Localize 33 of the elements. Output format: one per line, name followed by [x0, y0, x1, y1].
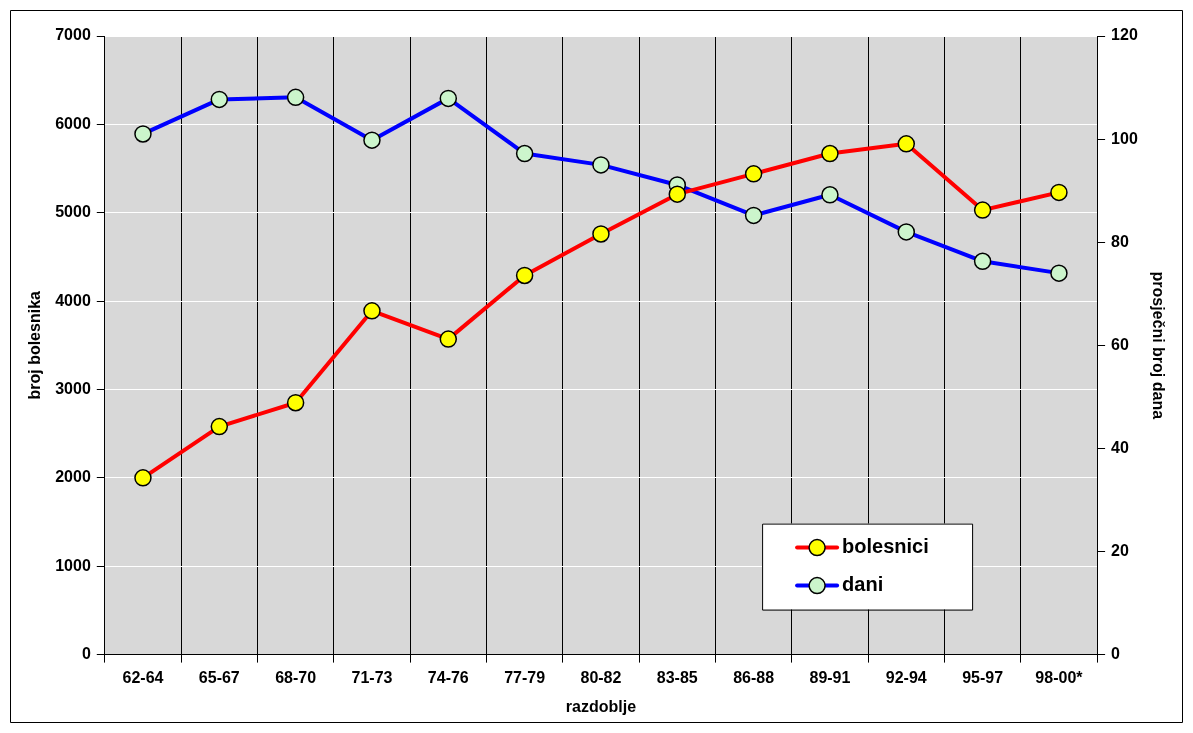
x-tick-label: 71-73	[351, 668, 393, 686]
y-tick-label: 2000	[55, 468, 91, 486]
x-tick-label: 68-70	[275, 668, 317, 686]
y-tick-label: 5000	[55, 203, 91, 221]
x-tick-label: 95-97	[962, 668, 1004, 686]
x-tick-label: 62-64	[122, 668, 164, 686]
x-tick-label: 89-91	[809, 668, 851, 686]
y-tick-label: 7000	[55, 26, 91, 44]
x-tick-label: 77-79	[504, 668, 546, 686]
x-tick-label: 74-76	[427, 668, 469, 686]
y2-tick-label: 80	[1111, 232, 1129, 250]
y-axis-title: broj bolesnika	[26, 290, 44, 400]
legend-label: bolesnici	[842, 535, 929, 558]
x-tick-label: 92-94	[885, 668, 927, 686]
y-tick-label: 4000	[55, 291, 91, 309]
x-axis-title: razdoblje	[565, 697, 637, 715]
y2-tick-label: 100	[1111, 129, 1138, 147]
y2-tick-label: 60	[1111, 335, 1129, 353]
y2-tick-label: 40	[1111, 438, 1129, 456]
x-tick-label: 83-85	[656, 668, 698, 686]
y-tick-label: 3000	[55, 379, 91, 397]
y-tick-label: 6000	[55, 114, 91, 132]
x-tick-label: 98-00*	[1035, 668, 1084, 686]
y2-axis-title: prosječni broj dana	[1149, 271, 1167, 420]
y2-tick-label: 20	[1111, 541, 1129, 559]
y2-tick-label: 120	[1111, 26, 1138, 44]
x-tick-label: 65-67	[198, 668, 240, 686]
legend-label: dani	[842, 573, 884, 596]
x-tick-label: 80-82	[580, 668, 622, 686]
y-tick-label: 0	[81, 645, 91, 663]
y-tick-label: 1000	[55, 556, 91, 574]
x-tick-label: 86-88	[733, 668, 775, 686]
y2-tick-label: 0	[1111, 645, 1121, 663]
